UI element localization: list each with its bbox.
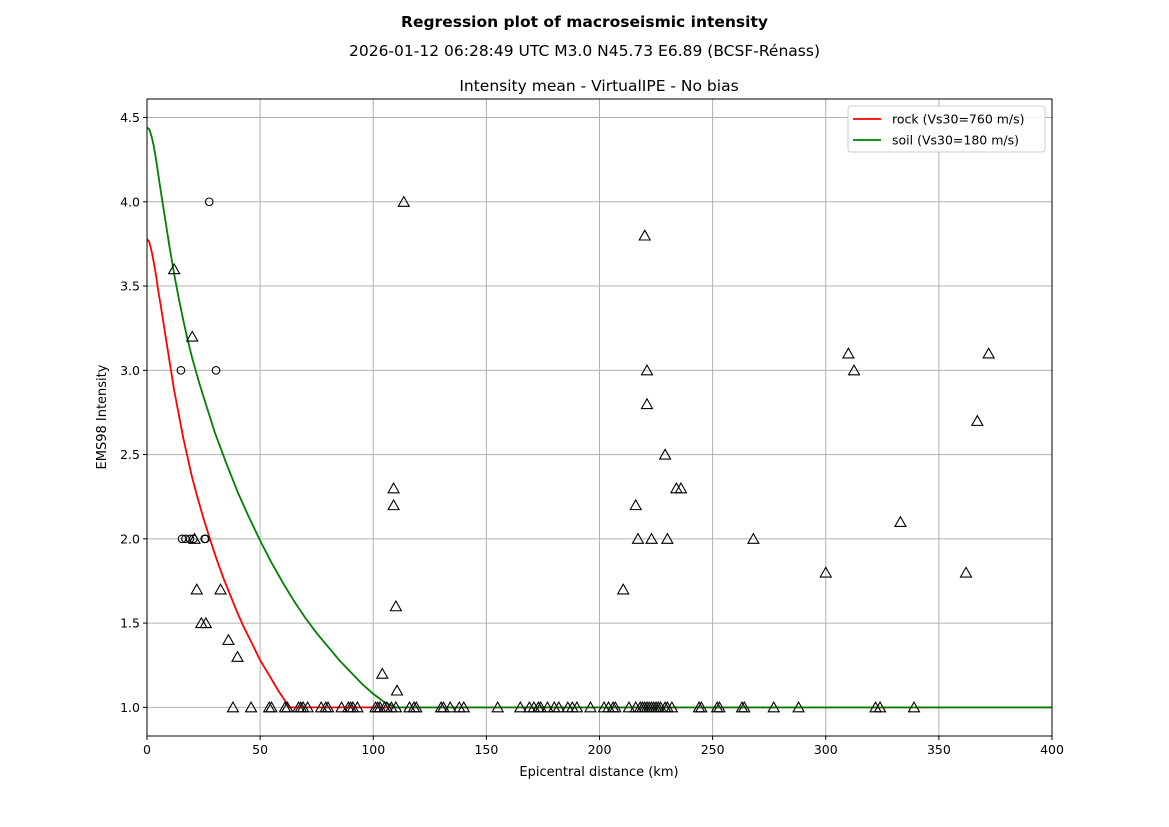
observation-circle-point <box>201 534 210 544</box>
observation-triangle-point <box>513 701 527 713</box>
x-tick-label: 250 <box>701 742 725 757</box>
observation-triangle-point <box>622 701 636 713</box>
observation-triangle-point <box>375 667 389 679</box>
regression-curves <box>146 126 1052 709</box>
chart-legend: rock (Vs30=760 m/s) soil (Vs30=180 m/s) <box>847 105 1046 153</box>
x-tick-label: 200 <box>588 742 612 757</box>
observation-triangle-point <box>873 701 887 713</box>
observation-triangle-point <box>959 566 973 578</box>
chart-event-subtitle: 2026-01-12 06:28:49 UTC M3.0 N45.73 E6.8… <box>349 42 820 60</box>
observation-triangle-point <box>629 498 643 511</box>
y-axis-label: EMS98 Intensity <box>95 364 110 469</box>
y-tick-label: 3.0 <box>120 363 140 378</box>
observation-triangle-point <box>280 701 294 713</box>
observation-triangle-point <box>397 195 411 207</box>
y-tick-label: 4.5 <box>120 110 140 125</box>
x-tick-label: 300 <box>814 742 838 757</box>
observation-triangle-point <box>819 566 833 578</box>
y-tick-label: 2.0 <box>120 531 140 546</box>
observation-triangle-point <box>665 701 679 713</box>
observation-triangle-point <box>350 701 364 713</box>
intensity-observations <box>167 195 996 713</box>
observation-triangle-point <box>264 701 278 713</box>
x-tick-label: 350 <box>927 742 951 757</box>
y-tick-label: 4.0 <box>120 194 140 209</box>
observation-triangle-point <box>746 532 760 544</box>
observation-triangle-point <box>321 701 335 713</box>
observation-triangle-point <box>694 701 708 713</box>
observation-triangle-point <box>767 701 781 713</box>
observation-triangle-point <box>640 397 654 410</box>
observation-triangle-point <box>737 701 751 713</box>
observation-triangle-point <box>658 448 672 460</box>
observation-triangle-point <box>222 633 235 645</box>
grid-lines <box>146 99 1053 736</box>
observation-triangle-point <box>244 701 258 713</box>
legend-box <box>847 105 1046 153</box>
observation-triangle-point <box>841 347 855 359</box>
observation-triangle-point <box>199 616 213 629</box>
x-axis-label: Epicentral distance (km) <box>519 765 678 780</box>
y-tick-label: 1.5 <box>120 616 140 631</box>
observation-triangle-point <box>552 701 566 713</box>
observation-triangle-point <box>491 701 505 713</box>
observation-triangle-point <box>638 229 652 241</box>
observation-triangle-point <box>389 599 403 612</box>
observation-triangle-point <box>436 701 450 713</box>
observation-triangle-point <box>214 583 227 595</box>
observation-triangle-point <box>390 684 404 696</box>
observation-triangle-point <box>301 701 315 713</box>
legend-entry-label: soil (Vs30=180 m/s) <box>892 133 1019 148</box>
observation-triangle-point <box>970 414 984 426</box>
observation-triangle-point <box>712 701 726 713</box>
observation-circle-point <box>176 365 186 375</box>
observation-triangle-point <box>226 701 240 713</box>
x-tick-label: 0 <box>143 742 151 757</box>
observation-triangle-point <box>608 701 622 713</box>
observation-triangle-point <box>616 583 630 595</box>
observation-triangle-point <box>188 532 201 544</box>
x-tick-label: 150 <box>474 742 498 757</box>
observation-triangle-point <box>660 532 674 544</box>
rock-regression-line <box>146 238 1052 709</box>
observation-triangle-point <box>645 532 658 544</box>
observation-triangle-point <box>387 481 401 494</box>
observation-triangle-point <box>893 515 907 528</box>
plot-title: Intensity mean - VirtualIPE - No bias <box>459 77 738 95</box>
y-tick-label: 3.5 <box>120 279 140 294</box>
observation-triangle-point <box>231 650 244 662</box>
observation-triangle-point <box>570 701 584 713</box>
x-tick-label: 400 <box>1040 742 1064 757</box>
observation-triangle-point <box>335 701 349 713</box>
legend-entry-label: rock (Vs30=760 m/s) <box>892 112 1025 127</box>
observation-triangle-point <box>389 701 403 713</box>
observation-circle-point <box>211 365 221 375</box>
observation-triangle-point <box>387 498 401 511</box>
observation-triangle-point <box>409 701 423 713</box>
observation-triangle-point <box>534 701 548 713</box>
y-tick-label: 2.5 <box>120 447 140 462</box>
y-tick-label: 1.0 <box>120 700 140 715</box>
observation-triangle-point <box>457 701 471 713</box>
soil-regression-line <box>146 126 1052 709</box>
observation-triangle-point <box>167 262 181 275</box>
observation-triangle-point <box>640 363 654 376</box>
observation-triangle-point <box>541 701 554 713</box>
observation-triangle-point <box>185 330 199 342</box>
observation-triangle-point <box>982 347 996 359</box>
observation-triangle-point <box>584 701 597 713</box>
x-tick-label: 100 <box>361 742 385 757</box>
observation-triangle-point <box>792 701 806 713</box>
observation-triangle-point <box>190 583 204 595</box>
observation-triangle-point <box>443 701 457 713</box>
observation-circle-point <box>204 197 214 207</box>
observation-triangle-point <box>631 532 645 544</box>
axis-ticks: 0 50 100 150 200 250 300 350 400 1.0 1.5 2.0 2.5 3.0 3… <box>120 110 1064 757</box>
chart-main-title: Regression plot of macroseismic intensit… <box>401 13 768 31</box>
observation-triangle-point <box>674 481 688 494</box>
x-tick-label: 50 <box>252 742 268 757</box>
observation-triangle-point <box>907 701 921 713</box>
observation-triangle-point <box>847 363 861 376</box>
